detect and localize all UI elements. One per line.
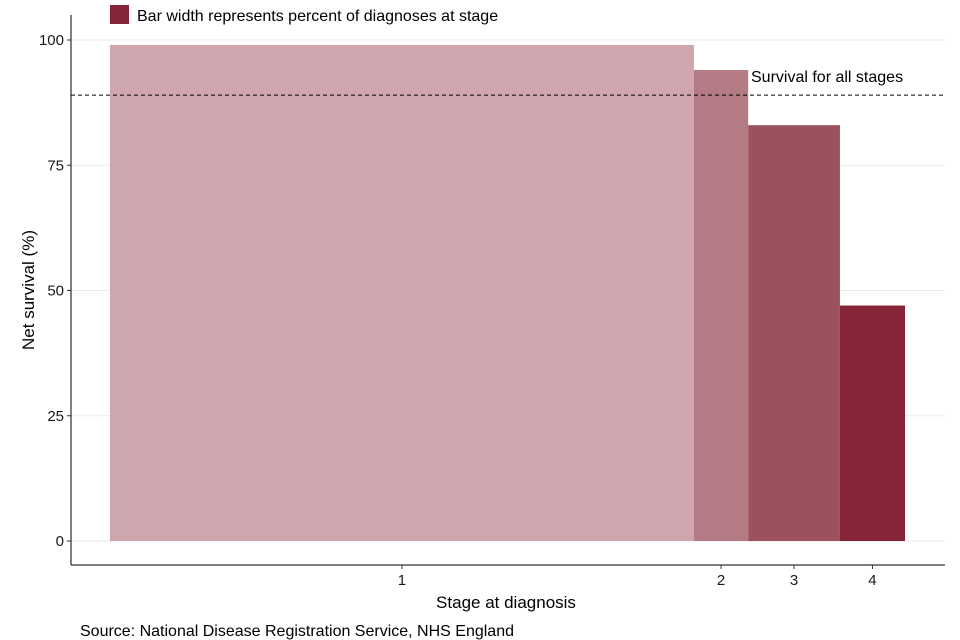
y-axis-ticks: 0 25 50 75 100 xyxy=(39,32,71,550)
legend-swatch xyxy=(110,5,129,24)
y-tick-label-100: 100 xyxy=(39,32,64,49)
x-tick-label-1: 1 xyxy=(398,572,406,589)
bar-stage-3 xyxy=(748,125,840,542)
x-tick-label-2: 2 xyxy=(717,572,725,589)
reference-line-label: Survival for all stages xyxy=(751,69,903,86)
bar-stage-2 xyxy=(693,70,749,541)
y-tick-label-0: 0 xyxy=(56,533,64,550)
bars xyxy=(110,45,905,542)
legend-label: Bar width represents percent of diagnose… xyxy=(137,8,498,25)
bar-stage-4 xyxy=(839,305,905,541)
y-tick-label-25: 25 xyxy=(47,408,64,425)
source-caption: Source: National Disease Registration Se… xyxy=(80,623,514,640)
x-tick-label-4: 4 xyxy=(868,572,876,589)
y-tick-label-75: 75 xyxy=(47,157,64,174)
y-tick-label-50: 50 xyxy=(47,283,64,300)
bar-stage-1 xyxy=(110,45,694,541)
x-tick-label-3: 3 xyxy=(790,572,798,589)
y-axis-title: Net survival (%) xyxy=(19,230,38,350)
reference-line-group: Survival for all stages xyxy=(71,69,945,96)
legend: Bar width represents percent of diagnose… xyxy=(110,5,498,25)
x-axis-ticks: 1 2 3 4 xyxy=(398,565,877,589)
x-axis-title: Stage at diagnosis xyxy=(436,593,576,612)
